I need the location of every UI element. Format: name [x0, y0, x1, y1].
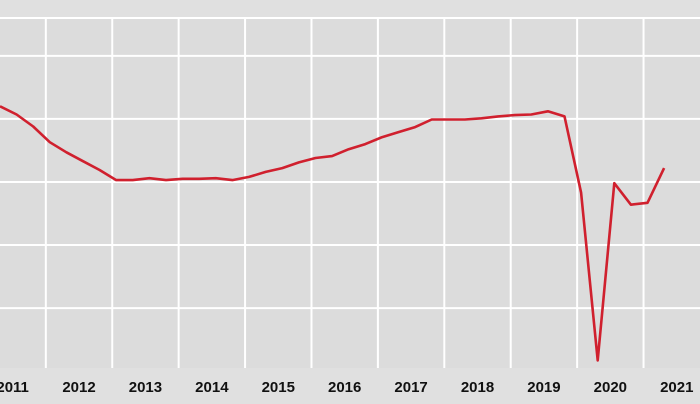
x-tick-label: 2014: [195, 379, 229, 396]
x-tick-label: 2011: [0, 379, 29, 396]
plot-panel: [0, 18, 700, 368]
x-tick-label: 2018: [461, 379, 494, 396]
x-tick-label: 2012: [62, 379, 95, 396]
x-tick-label: 2015: [262, 379, 295, 396]
x-tick-label: 2020: [594, 379, 627, 396]
x-tick-label: 2021: [660, 379, 693, 396]
x-tick-label: 2019: [527, 379, 560, 396]
x-tick-label: 2016: [328, 379, 361, 396]
x-tick-label: 2017: [394, 379, 427, 396]
x-tick-label: 2013: [129, 379, 162, 396]
